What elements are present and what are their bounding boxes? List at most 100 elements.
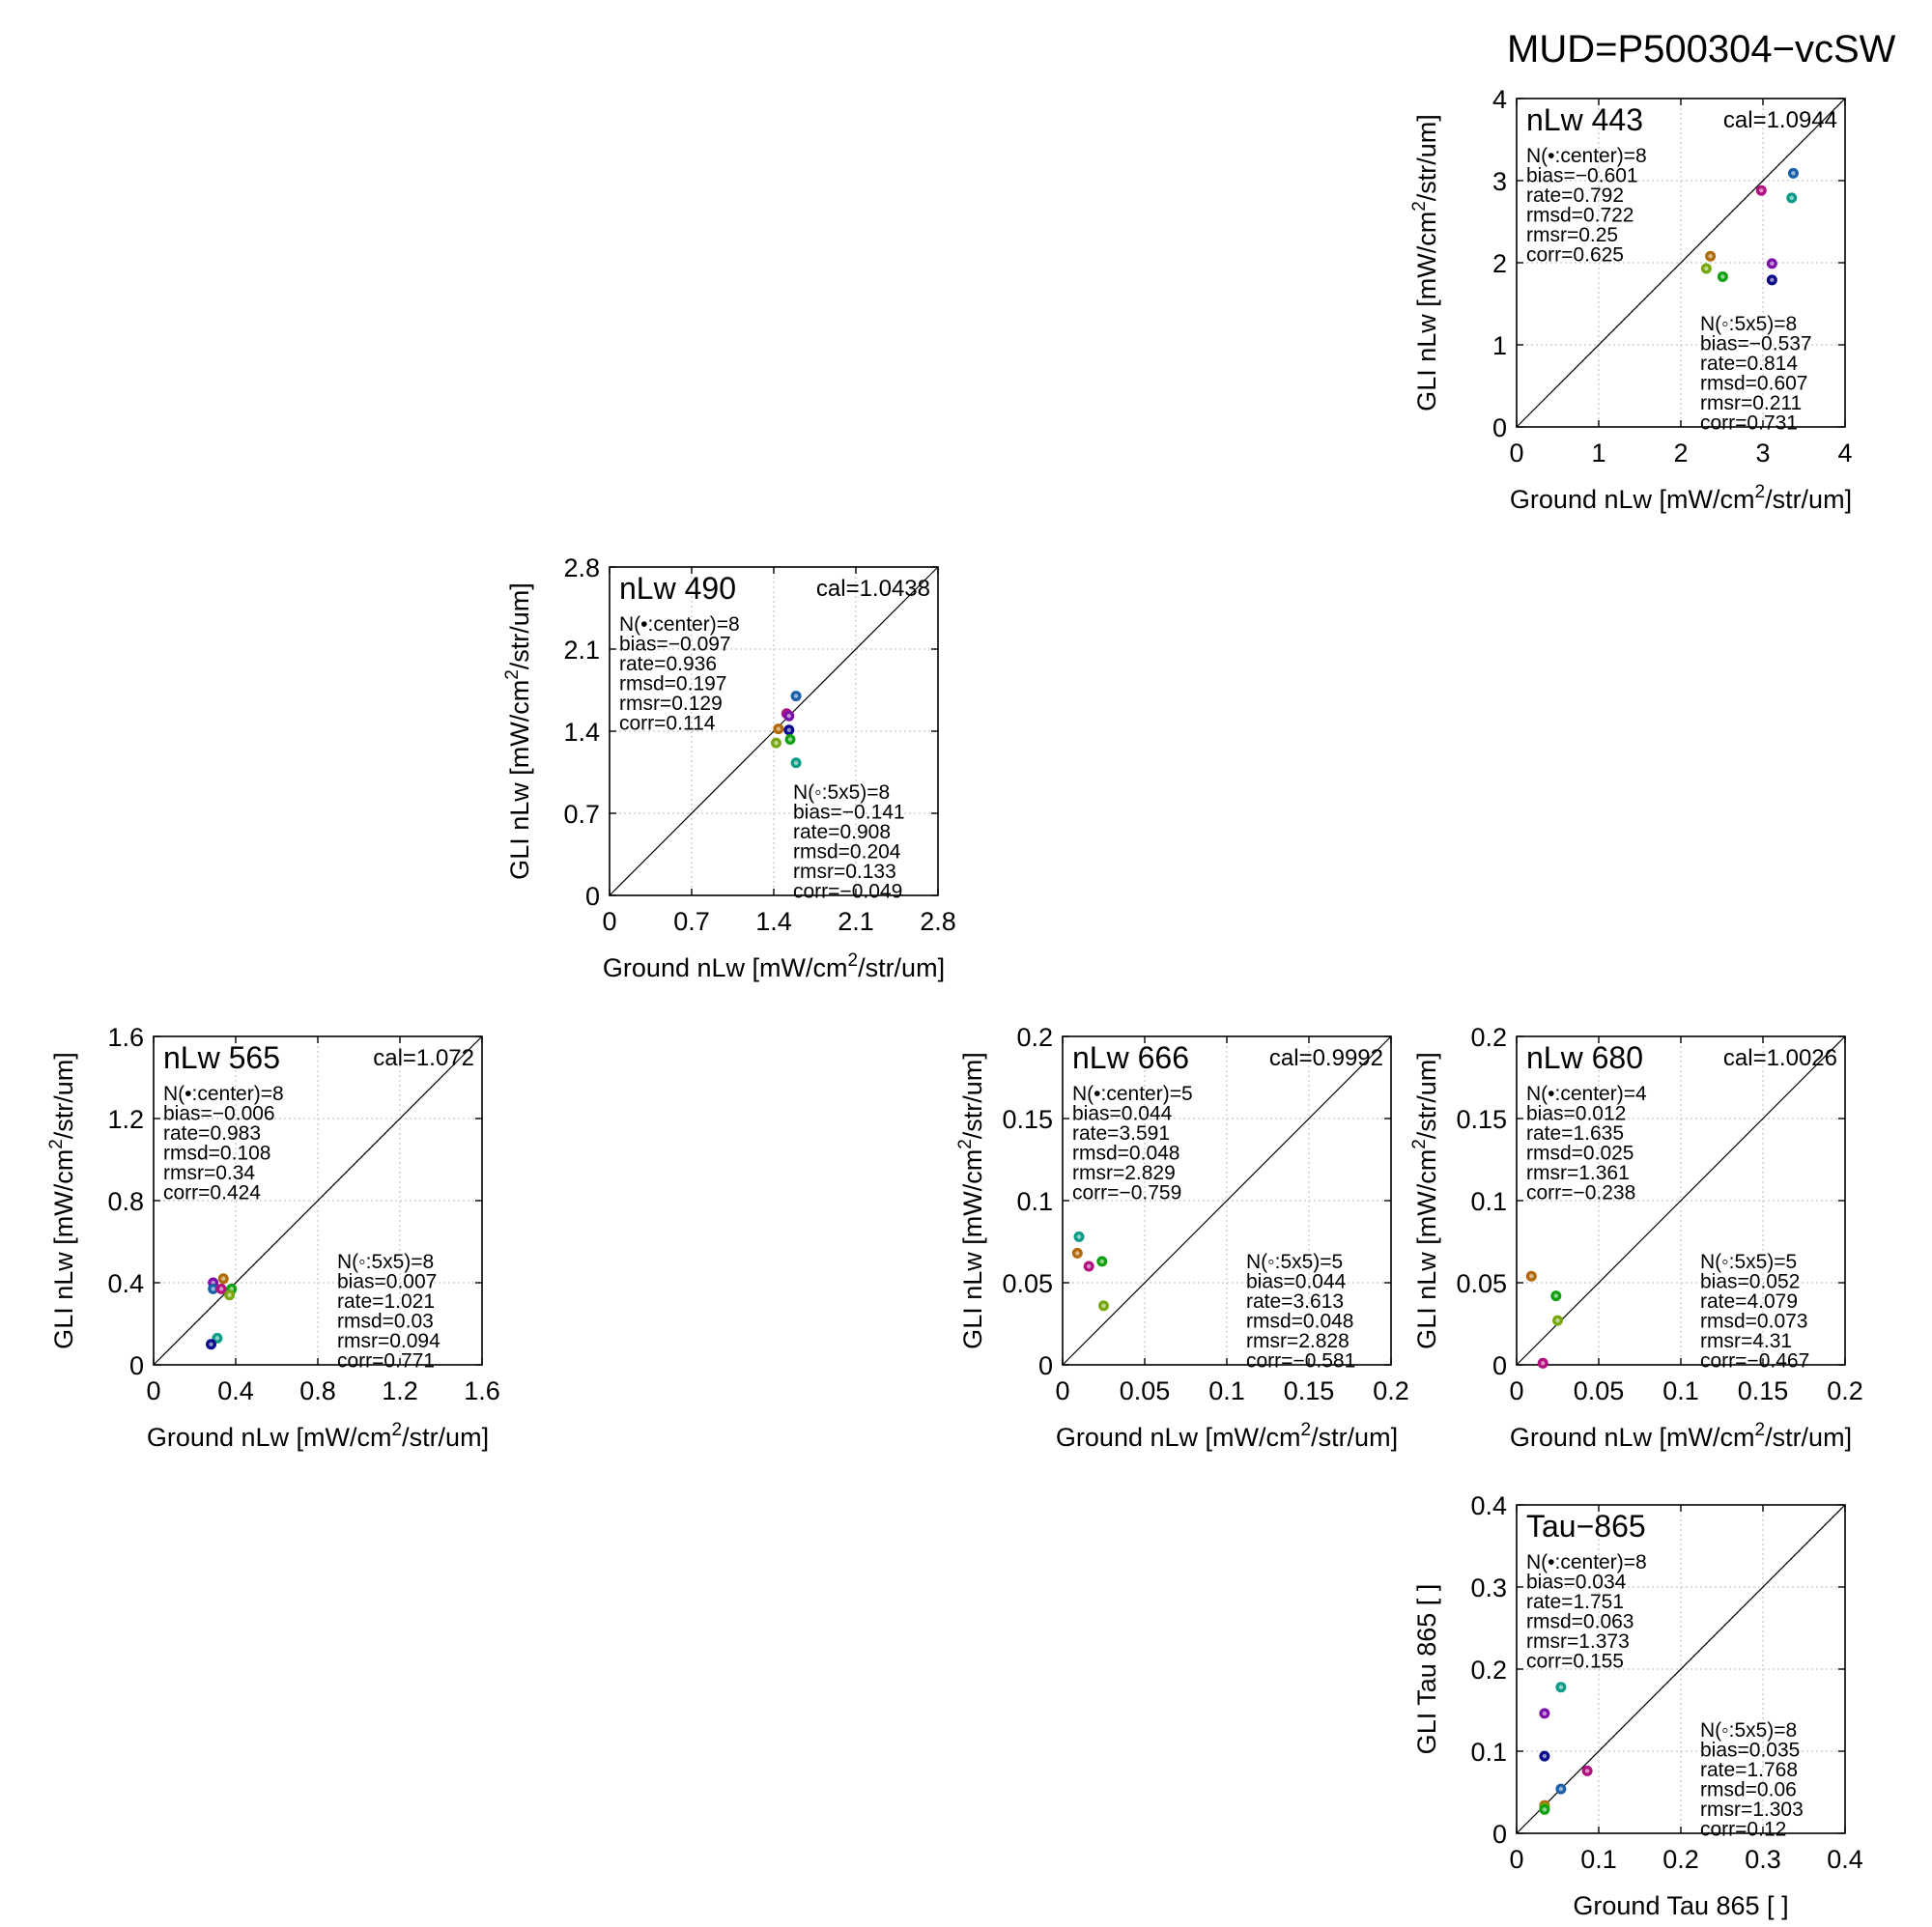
panel-cal-value: cal=1.0944	[1723, 107, 1837, 133]
x-axis-label: Ground nLw [mW/cm2/str/um]	[1056, 1420, 1398, 1452]
y-axis-label-main: GLI nLw [mW/cm	[505, 680, 534, 880]
y-axis-label-tail: /str/um]	[958, 1052, 987, 1139]
data-point-center	[1099, 1259, 1105, 1264]
one-to-one-line	[1516, 1035, 1846, 1366]
x-axis-label-superscript: 2	[391, 1420, 402, 1440]
stats-5x5-line: N(◦:5x5)=8	[1700, 313, 1797, 335]
stats-center-line: rate=0.983	[163, 1122, 261, 1145]
y-tick-label: 1.4	[563, 718, 600, 747]
x-tick-label: 1.2	[382, 1376, 418, 1405]
panel-title: Tau−865	[1526, 1509, 1646, 1544]
stats-5x5-line: corr=−0.581	[1246, 1350, 1355, 1373]
y-tick-label: 0	[129, 1351, 144, 1380]
stats-center-line: corr=0.625	[1526, 244, 1624, 267]
x-axis-label-tail: /str/um]	[402, 1423, 489, 1452]
y-tick-label: 0.4	[107, 1269, 144, 1298]
stats-5x5-line: N(◦:5x5)=5	[1700, 1251, 1797, 1273]
data-point-center	[1789, 195, 1794, 201]
stats-5x5-line: rmsr=1.303	[1700, 1799, 1804, 1821]
y-axis-label: GLI nLw [mW/cm2/str/um]	[955, 1052, 987, 1349]
stats-center-line: N(•:center)=8	[1526, 1551, 1647, 1573]
stats-center-line: rate=3.591	[1072, 1122, 1170, 1145]
x-tick-label: 0.3	[1745, 1845, 1781, 1874]
stats-center-line: N(•:center)=8	[1526, 145, 1647, 167]
panel-cal-value: cal=1.072	[373, 1045, 474, 1071]
data-point-center	[793, 760, 799, 765]
x-axis-label-tail: /str/um]	[858, 953, 945, 982]
data-point-center	[1555, 1318, 1560, 1323]
y-tick-label: 0	[1492, 413, 1507, 442]
stats-center-line: corr=−0.238	[1526, 1182, 1635, 1204]
x-tick-label: 0.1	[1208, 1376, 1245, 1405]
stats-5x5-line: rmsd=0.073	[1700, 1311, 1807, 1333]
stats-center-line: N(•:center)=4	[1526, 1083, 1647, 1105]
y-tick-label: 0.3	[1470, 1573, 1507, 1602]
chart-panel-nlw666: 0 0.05 0.1 0.15 0.2 0 0.05 0.1 0.15 0.2 Ground nLw…	[955, 1023, 1409, 1452]
y-tick-label: 0.05	[1002, 1269, 1053, 1298]
x-axis-label-superscript: 2	[847, 950, 858, 971]
x-tick-label: 0.2	[1827, 1376, 1863, 1405]
stats-5x5-line: rmsd=0.048	[1246, 1311, 1353, 1333]
stats-5x5-line: bias=−0.141	[793, 802, 905, 824]
y-tick-label: 0.15	[1456, 1105, 1507, 1134]
stats-5x5-line: rmsr=0.211	[1700, 392, 1802, 414]
data-point-center	[211, 1287, 215, 1291]
y-axis-label-main: GLI nLw [mW/cm	[1412, 212, 1441, 411]
x-axis-label-main: Ground Tau 865 [ ]	[1573, 1891, 1788, 1920]
y-axis-label-superscript: 2	[502, 669, 523, 680]
chart-panel-tau865: 0 0.1 0.2 0.3 0.4 0 0.1 0.2 0.3 0.4 Ground Tau 865…	[1412, 1491, 1863, 1920]
one-to-one-line	[1516, 98, 1846, 428]
y-axis-label-main: GLI nLw [mW/cm	[1412, 1149, 1441, 1349]
data-point-center	[227, 1292, 232, 1297]
data-point-center	[1101, 1303, 1106, 1309]
y-axis-label-main: GLI Tau 865 [ ]	[1412, 1584, 1441, 1755]
stats-5x5-line: bias=0.007	[337, 1271, 437, 1293]
x-tick-label: 0	[1509, 439, 1523, 468]
y-tick-label: 0.15	[1002, 1105, 1053, 1134]
figure-suptitle: MUD=P500304−vcSW	[1507, 28, 1896, 71]
data-point-center	[786, 727, 791, 732]
x-tick-label: 2.8	[920, 907, 956, 936]
stats-5x5-line: rmsd=0.03	[337, 1311, 434, 1333]
x-axis-label-main: Ground nLw [mW/cm	[603, 953, 848, 982]
stats-center-line: rate=1.635	[1526, 1122, 1624, 1145]
x-axis-label-main: Ground nLw [mW/cm	[1510, 1423, 1755, 1452]
y-axis-label-superscript: 2	[46, 1139, 67, 1149]
stats-5x5-line: rate=3.613	[1246, 1290, 1344, 1313]
stats-5x5-line: rate=0.814	[1700, 353, 1798, 375]
stats-center-line: N(•:center)=8	[163, 1083, 284, 1105]
x-tick-label: 0.8	[299, 1376, 336, 1405]
stats-center-line: rmsr=0.25	[1526, 224, 1618, 246]
stats-5x5-line: rate=4.079	[1700, 1290, 1798, 1313]
stats-5x5-line: corr=−0.049	[793, 881, 902, 903]
y-tick-label: 0	[1492, 1820, 1507, 1849]
data-point-center	[214, 1336, 220, 1341]
data-point-center	[1770, 277, 1775, 283]
x-tick-label: 3	[1755, 439, 1770, 468]
x-tick-label: 0.2	[1373, 1376, 1409, 1405]
x-axis-label: Ground nLw [mW/cm2/str/um]	[147, 1420, 489, 1452]
x-tick-label: 0.2	[1662, 1845, 1699, 1874]
stats-5x5-line: N(◦:5x5)=5	[1246, 1251, 1343, 1273]
data-point-center	[1791, 171, 1796, 176]
x-axis-label-tail: /str/um]	[1765, 485, 1852, 514]
stats-center-line: rate=0.936	[619, 653, 717, 675]
x-tick-label: 0.4	[217, 1376, 254, 1405]
x-tick-label: 0.05	[1574, 1376, 1625, 1405]
x-tick-label: 0.1	[1580, 1845, 1617, 1874]
x-axis-label-main: Ground nLw [mW/cm	[1510, 485, 1755, 514]
stats-5x5-line: corr=−0.467	[1700, 1350, 1809, 1373]
data-point-center	[793, 694, 799, 698]
stats-center-line: rmsd=0.722	[1526, 205, 1634, 227]
x-tick-label: 0.15	[1738, 1376, 1789, 1405]
stats-5x5-line: rmsd=0.607	[1700, 373, 1807, 395]
x-axis-label-superscript: 2	[1754, 482, 1765, 502]
y-tick-label: 0.2	[1470, 1023, 1507, 1052]
stats-5x5-line: rmsr=2.828	[1246, 1330, 1350, 1352]
stats-center-line: rmsr=1.361	[1526, 1162, 1630, 1184]
x-tick-label: 1.4	[755, 907, 792, 936]
stats-5x5-line: bias=−0.537	[1700, 333, 1812, 355]
y-axis-label-superscript: 2	[1409, 1139, 1430, 1149]
chart-panel-nlw490: 0 0.7 1.4 2.1 2.8 0 0.7 1.4 2.1 2.8 Ground nLw [mW…	[502, 553, 956, 982]
